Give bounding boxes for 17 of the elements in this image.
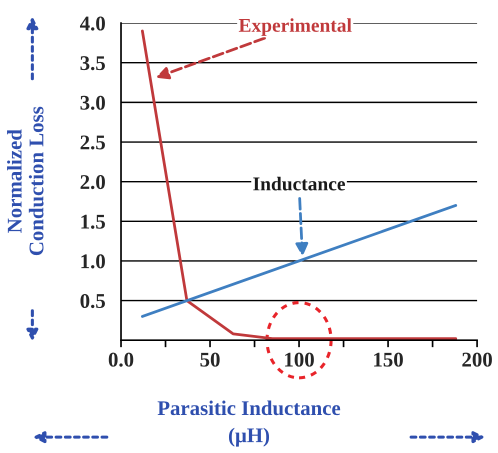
text: Experimental bbox=[238, 18, 352, 36]
x-axis-title: Parasitic Inductance (μH) bbox=[158, 400, 340, 447]
x-tick-label: 150 bbox=[374, 352, 403, 367]
y-tick-label: 3.5 bbox=[80, 56, 105, 70]
y-tick-label: 2.0 bbox=[80, 175, 105, 190]
y-tick-label: 1.0 bbox=[81, 254, 105, 268]
x-tick-label: 200 bbox=[462, 352, 492, 367]
y-tick-label: 4.0 bbox=[80, 16, 105, 31]
text: Inductance bbox=[253, 176, 345, 191]
x-tick-label: 0.0 bbox=[108, 352, 134, 367]
y-axis-title: Normalized Conduction Loss bbox=[7, 106, 44, 256]
y-tick-label: 3.0 bbox=[80, 96, 105, 110]
y-tick-label: 2.5 bbox=[80, 135, 105, 150]
x-tick-label: 100 bbox=[285, 352, 314, 367]
y-tick-label: 1.5 bbox=[81, 214, 105, 229]
x-tick-label: 50 bbox=[200, 352, 220, 367]
y-tick-label: 0.5 bbox=[80, 294, 105, 308]
